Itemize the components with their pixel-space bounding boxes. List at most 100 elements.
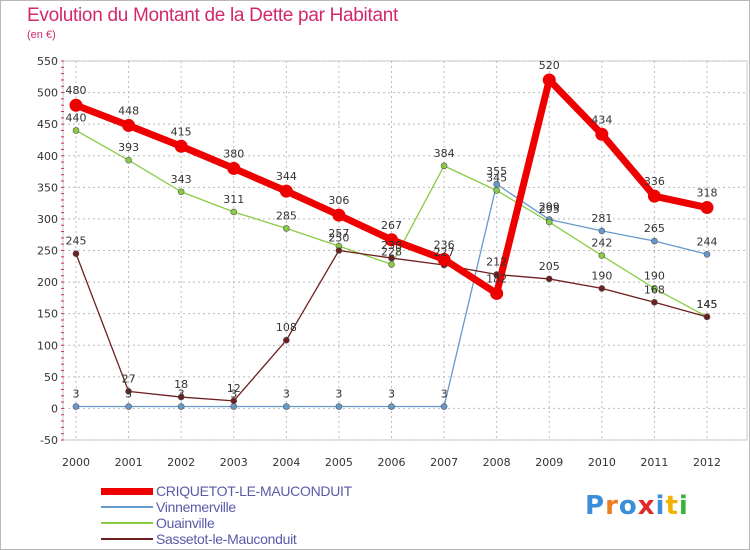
data-label: 145 — [697, 298, 718, 311]
y-tick-label: -50 — [40, 434, 58, 447]
legend-label: CRIQUETOT-LE-MAUCONDUIT — [156, 483, 352, 499]
series-point — [700, 201, 714, 215]
data-label: 344 — [276, 170, 297, 183]
proxiti-logo: Proxiti — [585, 491, 689, 521]
x-tick-label: 2011 — [640, 456, 668, 469]
series-point — [335, 247, 343, 254]
series-point — [177, 393, 185, 401]
data-label: 440 — [66, 111, 87, 124]
y-tick-label: 250 — [37, 245, 58, 258]
y-tick-label: 400 — [37, 150, 58, 163]
series-point — [595, 127, 609, 141]
data-label: 480 — [66, 84, 87, 97]
data-label: 336 — [644, 175, 665, 188]
logo-letter: t — [665, 491, 679, 521]
y-tick-label: 550 — [37, 55, 58, 68]
data-label: 281 — [591, 212, 612, 225]
series-point — [598, 227, 606, 235]
x-tick-label: 2010 — [588, 456, 616, 469]
series-point — [651, 237, 658, 245]
logo-letter: i — [655, 491, 666, 521]
data-label: 265 — [644, 222, 665, 235]
data-label: 267 — [381, 219, 402, 232]
y-tick-label: 500 — [37, 87, 58, 100]
series-point — [283, 403, 290, 410]
data-label: 168 — [644, 283, 665, 296]
series-point — [490, 286, 504, 300]
data-label: 12 — [227, 382, 241, 395]
legend-label: Ouainville — [156, 515, 215, 531]
logo-letter: o — [618, 491, 638, 521]
data-label: 3 — [125, 388, 132, 401]
data-label: 3 — [335, 388, 342, 401]
logo-letter: i — [678, 491, 689, 521]
data-label: 3 — [388, 388, 395, 401]
data-label: 27 — [122, 372, 136, 385]
y-tick-label: 350 — [37, 181, 58, 194]
series-point — [651, 298, 658, 306]
data-label: 18 — [174, 378, 188, 391]
series-point — [542, 73, 556, 87]
data-label: 3 — [178, 388, 185, 401]
y-tick-label: 200 — [37, 276, 58, 289]
chart-unit: (en €) — [27, 29, 56, 41]
series-point — [125, 156, 132, 164]
data-label: 415 — [171, 125, 192, 138]
series-point — [440, 162, 448, 170]
series-point — [177, 188, 185, 196]
data-label: 384 — [434, 147, 455, 160]
data-label: 434 — [591, 113, 612, 126]
x-tick-label: 2002 — [167, 456, 195, 469]
data-label: 108 — [276, 321, 297, 334]
series-point — [598, 252, 606, 259]
series-line — [75, 249, 708, 402]
logo-letter: P — [585, 491, 606, 521]
data-label: 380 — [223, 147, 244, 160]
series-point — [493, 271, 500, 278]
data-label: 245 — [66, 235, 87, 248]
series-point — [440, 403, 448, 410]
data-label: 242 — [591, 237, 612, 250]
series-point — [388, 254, 395, 262]
series-point — [545, 218, 553, 226]
series-point — [651, 285, 658, 292]
legend-swatch — [101, 538, 153, 540]
logo-letter: r — [605, 491, 619, 521]
data-label: 306 — [328, 194, 349, 207]
series-point — [493, 180, 500, 188]
y-tick-label: 150 — [37, 308, 58, 321]
y-tick-label: 0 — [51, 402, 58, 415]
x-tick-label: 2004 — [272, 456, 300, 469]
data-label: 145 — [697, 298, 718, 311]
data-label: 3 — [230, 388, 237, 401]
data-label: 318 — [697, 187, 718, 200]
data-label: 355 — [486, 165, 507, 178]
series-point — [230, 397, 238, 405]
x-tick-label: 2012 — [693, 456, 721, 469]
data-label: 285 — [276, 209, 297, 222]
x-tick-label: 2003 — [220, 456, 248, 469]
data-label: 236 — [434, 238, 455, 251]
legend-label: Vinnemerville — [156, 499, 236, 515]
x-tick-label: 2001 — [115, 456, 143, 469]
data-label: 228 — [381, 245, 402, 258]
series-point — [335, 403, 343, 410]
series-point — [647, 189, 661, 203]
x-tick-label: 2006 — [378, 456, 406, 469]
x-tick-label: 2007 — [430, 456, 458, 469]
x-tick-label: 2005 — [325, 456, 353, 469]
data-label: 3 — [73, 388, 80, 401]
data-label: 190 — [644, 269, 665, 282]
data-label: 227 — [434, 246, 455, 259]
logo-letter: x — [637, 491, 656, 521]
data-label: 3 — [283, 388, 290, 401]
series-point — [125, 403, 132, 410]
y-tick-label: 100 — [37, 339, 58, 352]
legend-swatch — [101, 487, 153, 495]
data-label: 212 — [486, 256, 507, 269]
legend-swatch — [101, 522, 153, 524]
y-tick-label: 300 — [37, 213, 58, 226]
series-point — [72, 403, 80, 410]
data-label: 257 — [328, 227, 349, 240]
